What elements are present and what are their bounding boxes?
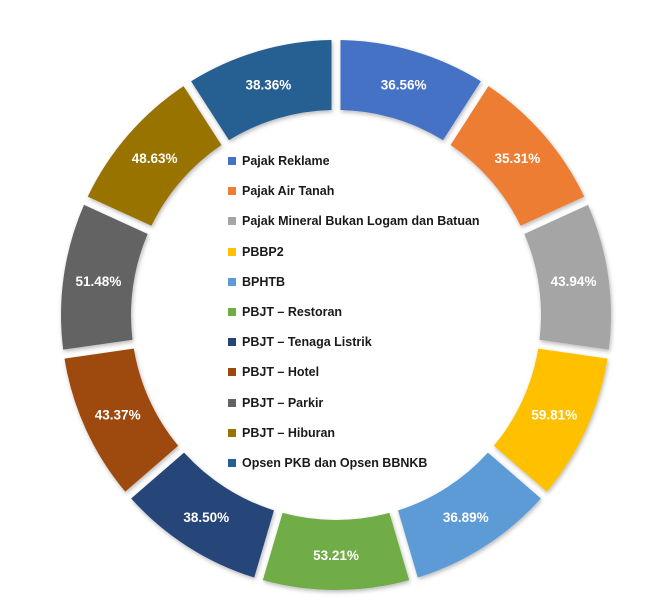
- legend-label: PBJT – Restoran: [242, 305, 343, 320]
- donut-slice-3: [524, 204, 611, 350]
- legend-swatch: [228, 157, 236, 166]
- legend-label: PBJT – Tenaga Listrik: [242, 335, 372, 350]
- legend-label: BPHTB: [242, 274, 286, 289]
- labels-layer: 36.56% 35.31% 43.94% 59.81% 36.89% 53.21% 38.5…: [76, 78, 597, 563]
- legend-swatch: [228, 398, 236, 407]
- legend-item: PBJT – Parkir: [228, 388, 548, 418]
- legend-item: PBJT – Restoran: [228, 297, 548, 327]
- slice-value-label: 38.36%: [245, 78, 291, 93]
- donut-slice-9: [61, 204, 148, 350]
- legend-item: PBBP2: [228, 237, 548, 267]
- legend-swatch: [228, 247, 236, 256]
- donut-slice-2: [450, 86, 585, 226]
- legend-label: PBJT – Hotel: [242, 365, 320, 380]
- legend-label: Pajak Air Tanah: [242, 184, 335, 199]
- donut-slice-1: [340, 40, 481, 141]
- slice-value-label: 48.63%: [132, 151, 178, 166]
- legend-item: PBJT – Tenaga Listrik: [228, 327, 548, 357]
- slice-value-label: 43.37%: [95, 408, 141, 423]
- slices-layer: [61, 40, 611, 590]
- legend-item: Pajak Mineral Bukan Logam dan Batuan: [228, 206, 548, 236]
- legend-swatch: [228, 368, 236, 377]
- donut-slice-10: [87, 86, 222, 226]
- slice-value-label: 36.56%: [381, 78, 427, 93]
- legend-label: Pajak Mineral Bukan Logam dan Batuan: [242, 214, 480, 229]
- legend: Pajak Reklame Pajak Air Tanah Pajak Minera…: [228, 146, 548, 478]
- legend-item: PBJT – Hotel: [228, 357, 548, 387]
- legend-label: PBJT – Hiburan: [242, 425, 336, 440]
- legend-swatch: [228, 187, 236, 196]
- slice-value-label: 43.94%: [551, 274, 597, 289]
- legend-label: Opsen PKB dan Opsen BBNKB: [242, 455, 428, 470]
- legend-item: Opsen PKB dan Opsen BBNKB: [228, 448, 548, 478]
- donut-slice-11: [191, 40, 332, 141]
- legend-swatch: [228, 458, 236, 467]
- slice-value-label: 38.50%: [183, 510, 229, 525]
- legend-swatch: [228, 428, 236, 437]
- slice-value-label: 59.81%: [531, 408, 577, 423]
- donut-slice-5: [398, 452, 541, 578]
- donut-slice-4: [493, 348, 608, 492]
- legend-item: BPHTB: [228, 267, 548, 297]
- slice-value-label: 36.89%: [443, 510, 489, 525]
- donut-slice-7: [131, 452, 274, 578]
- legend-label: PBBP2: [242, 244, 284, 259]
- legend-label: Pajak Reklame: [242, 154, 330, 169]
- slice-value-label: 35.31%: [494, 151, 540, 166]
- legend-label: PBJT – Parkir: [242, 395, 324, 410]
- legend-swatch: [228, 338, 236, 347]
- donut-slice-8: [64, 348, 179, 492]
- legend-item: Pajak Air Tanah: [228, 176, 548, 206]
- donut-slice-6: [262, 512, 410, 590]
- legend-item: Pajak Reklame: [228, 146, 548, 176]
- legend-swatch: [228, 308, 236, 317]
- slice-value-label: 51.48%: [76, 274, 122, 289]
- legend-item: PBJT – Hiburan: [228, 418, 548, 448]
- legend-swatch: [228, 217, 236, 226]
- slice-value-label: 53.21%: [313, 548, 359, 563]
- legend-swatch: [228, 277, 236, 286]
